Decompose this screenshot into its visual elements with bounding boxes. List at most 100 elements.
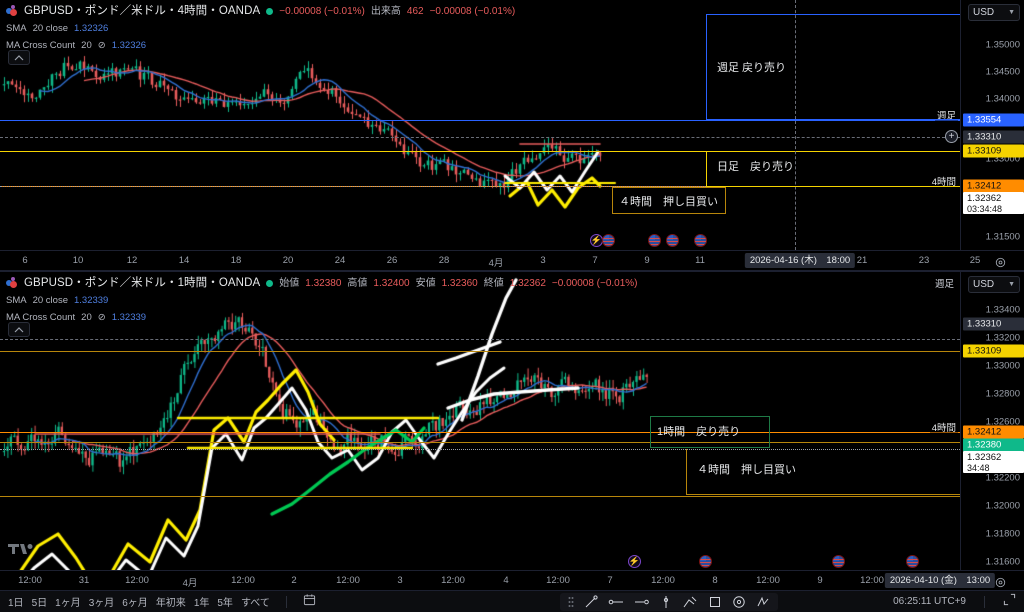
time-tick: 12:00 — [231, 575, 255, 586]
time-tick: 12:00 — [860, 575, 884, 586]
ellipse-icon[interactable] — [732, 595, 746, 609]
drag-handle-icon[interactable] — [568, 596, 574, 608]
event-us-flag-icon[interactable] — [694, 234, 707, 247]
price-label-daily-1h[interactable]: 1.33109 — [963, 344, 1024, 358]
annotation-h4-buy-label-4h: ４時間 押し目買い — [619, 196, 718, 208]
price-tick: 1.33000 — [985, 360, 1020, 372]
annotation-h4-buy-1h[interactable]: ４時間 押し目買い — [686, 449, 960, 495]
open-label-1h: 始値 — [279, 277, 300, 289]
time-tick: 9 — [817, 575, 823, 586]
weekly-level-line-4h[interactable]: 週足 — [0, 108, 960, 122]
price-scale-1h[interactable]: 1.33400 1.33200 1.33000 1.32800 1.32600 … — [960, 272, 1024, 570]
macross-name-1h: MA Cross Count — [6, 311, 76, 323]
event-bolt-icon[interactable]: ⚡ — [590, 234, 603, 247]
time-scale-1h[interactable]: 12:00 31 12:00 4月 12:00 2 12:00 3 12:00 … — [0, 570, 1024, 590]
time-tick: 24 — [334, 255, 346, 266]
price-tick: 1.35000 — [985, 39, 1020, 51]
price-label-h4-4h[interactable]: 1.32412 — [963, 179, 1024, 193]
collapse-pane-button-1h[interactable] — [8, 322, 30, 337]
collapse-pane-button-4h[interactable] — [8, 50, 30, 65]
event-us-flag-icon[interactable] — [906, 555, 919, 568]
price-tick: 1.31500 — [985, 231, 1020, 243]
currency-value-4h: USD — [973, 7, 995, 18]
range-button-1y[interactable]: 1年 — [193, 598, 210, 609]
expand-icon[interactable] — [1003, 593, 1016, 611]
price-scale-4h[interactable]: 1.35000 1.34500 1.34000 1.33000 1.32000 … — [960, 0, 1024, 250]
time-tick: 12:00 — [18, 575, 42, 586]
legend-4h: GBPUSD・ポンド／米ドル・4時間・OANDA −0.00008 (−0.01… — [6, 4, 515, 52]
price-label-last-4h[interactable]: 1.32362 03:34:48 — [963, 192, 1024, 214]
calendar-icon[interactable] — [303, 593, 316, 611]
toolbar-divider — [285, 595, 287, 608]
pitchfork-icon[interactable] — [682, 595, 698, 609]
range-button-all[interactable]: すべて — [240, 598, 270, 609]
time-crosshair-badge-1h: 2026-04-10 (金) 13:00 — [884, 573, 996, 588]
range-button-5y[interactable]: 5年 — [217, 598, 233, 609]
symbol-title-1h[interactable]: GBPUSD・ポンド／米ドル・1時間・OANDA — [24, 276, 261, 289]
lower-level-line-1h[interactable] — [0, 496, 960, 497]
currency-selector-4h[interactable]: USD ▼ — [968, 4, 1020, 21]
rectangle-icon[interactable] — [708, 595, 722, 609]
add-order-plus-icon-4h[interactable]: + — [945, 130, 958, 143]
daily-level-line-4h[interactable] — [0, 151, 960, 152]
price-label-last-1h[interactable]: 1.32362 34:48 — [963, 451, 1024, 473]
event-us-flag-icon[interactable] — [602, 234, 615, 247]
price-label-daily-4h[interactable]: 1.33109 — [963, 144, 1024, 158]
time-tick: 12:00 — [125, 575, 149, 586]
currency-selector-1h[interactable]: USD ▼ — [968, 276, 1020, 293]
range-button-1m[interactable]: 1ヶ月 — [55, 598, 81, 609]
ray-icon[interactable] — [608, 595, 624, 609]
legend-sma-row-1h[interactable]: SMA 20 close 1.32339 — [6, 293, 638, 307]
range-button-5d[interactable]: 5日 — [31, 598, 48, 609]
legend-macross-row-1h[interactable]: MA Cross Count 20 ⊘ 1.32339 — [6, 310, 638, 324]
low-label-1h: 安値 — [415, 277, 436, 289]
time-tick: 7 — [592, 255, 598, 266]
mid-level-line-1h[interactable] — [0, 442, 960, 443]
trend-line-icon[interactable] — [584, 595, 598, 609]
event-us-flag-icon[interactable] — [699, 555, 712, 568]
range-button-ytd[interactable]: 年初来 — [155, 598, 186, 609]
price-label-weekly-4h[interactable]: 1.33554 — [963, 113, 1024, 127]
range-button-1d[interactable]: 1日 — [8, 598, 24, 609]
horizontal-ray-icon[interactable] — [634, 595, 650, 609]
time-tick: 20 — [282, 255, 294, 266]
legend-macross-row-4h[interactable]: MA Cross Count 20 ⊘ 1.32326 — [6, 38, 515, 52]
time-tick: 23 — [918, 255, 930, 266]
annotation-h4-buy-4h[interactable]: ４時間 押し目買い — [612, 187, 726, 214]
price-label-crosshair-4h[interactable]: 1.33310 — [963, 130, 1024, 144]
chart-pane-4h: 週足 4時間 週足 戻り売り 日足 戻り売り ４時間 押し目買い ⚡ — [0, 0, 1024, 270]
event-us-flag-icon[interactable] — [666, 234, 679, 247]
price-label-crosshair-1h[interactable]: 1.33310 — [963, 317, 1024, 331]
time-tick: 28 — [438, 255, 450, 266]
price-label-bid-1h[interactable]: 1.32380 — [963, 438, 1024, 452]
legend-symbol-row-1h[interactable]: GBPUSD・ポンド／米ドル・1時間・OANDA 始値 1.32380 高値 1… — [6, 276, 638, 290]
event-bolt-icon[interactable]: ⚡ — [628, 555, 641, 568]
legend-sma-row-4h[interactable]: SMA 20 close 1.32326 — [6, 21, 515, 35]
timescale-settings-icon-1h[interactable] — [995, 575, 1006, 590]
annotation-h4-buy-label-1h: ４時間 押し目買い — [697, 464, 796, 476]
h4-level-line-1h[interactable]: 4時間 — [0, 420, 960, 434]
annotation-weekly-sell-4h[interactable]: 週足 戻り売り — [706, 14, 960, 120]
annotation-daily-sell-4h[interactable]: 日足 戻り売り — [706, 151, 960, 187]
annotation-h1-sell-1h[interactable]: 1時間 戻り売り — [650, 416, 770, 448]
range-selector: 1日 5日 1ヶ月 3ヶ月 6ヶ月 年初来 1年 5年 すべて — [0, 593, 316, 611]
plot-area-4h[interactable]: 週足 4時間 週足 戻り売り 日足 戻り売り ４時間 押し目買い ⚡ — [0, 0, 960, 250]
price-label-h4-1h[interactable]: 1.32412 — [963, 425, 1024, 439]
tradingview-logo-icon[interactable] — [8, 542, 34, 556]
daily-level-line-1h[interactable] — [0, 351, 960, 352]
symbol-title-4h[interactable]: GBPUSD・ポンド／米ドル・4時間・OANDA — [24, 4, 261, 17]
legend-symbol-row-4h[interactable]: GBPUSD・ポンド／米ドル・4時間・OANDA −0.00008 (−0.01… — [6, 4, 515, 18]
price-tick: 1.31800 — [985, 528, 1020, 540]
close-value-1h: 1.32362 — [509, 277, 546, 289]
pane-divider[interactable] — [0, 270, 1024, 272]
range-button-3m[interactable]: 3ヶ月 — [88, 598, 115, 609]
time-scale-4h[interactable]: 6 10 12 14 18 20 24 26 28 4月 3 7 9 11 21… — [0, 250, 1024, 270]
timescale-settings-icon-4h[interactable] — [995, 255, 1006, 270]
range-button-6m[interactable]: 6ヶ月 — [122, 598, 148, 609]
vertical-line-icon[interactable] — [660, 595, 672, 609]
event-us-flag-icon[interactable] — [648, 234, 661, 247]
event-us-flag-icon[interactable] — [832, 555, 845, 568]
macross-value-1h: 1.32339 — [111, 311, 147, 323]
brush-icon[interactable] — [756, 595, 770, 609]
plot-area-1h[interactable]: 4時間 1時間 戻り売り ４時間 押し目買い ⚡ — [0, 272, 960, 570]
